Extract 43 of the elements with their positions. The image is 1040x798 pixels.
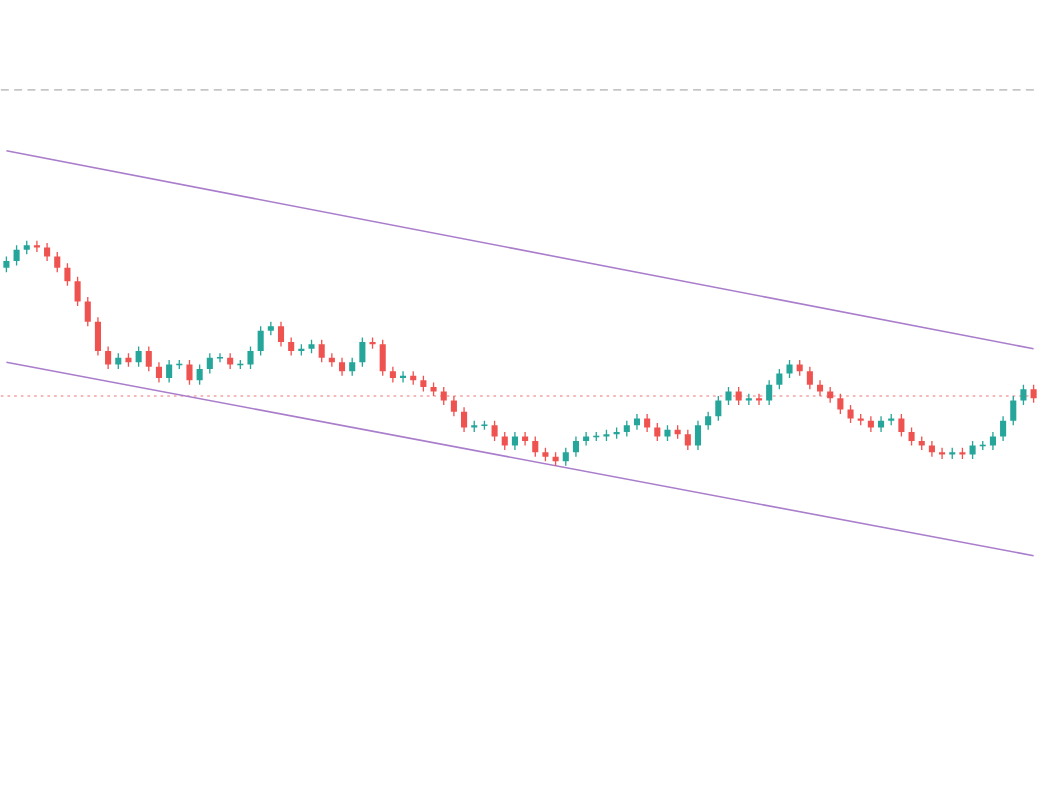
candlestick <box>694 419 702 451</box>
candlestick <box>54 250 61 273</box>
candlestick <box>155 361 163 383</box>
candlestick <box>898 412 905 437</box>
candlestick <box>196 363 203 386</box>
candlestick <box>206 352 213 374</box>
candlestick <box>766 379 773 406</box>
candlestick <box>135 345 142 368</box>
candlestick <box>1020 383 1027 406</box>
candlestick <box>440 385 447 406</box>
candlestick <box>532 435 539 458</box>
candlestick <box>806 365 813 390</box>
candlestick <box>84 295 91 327</box>
candlestick <box>216 352 224 363</box>
candlestick <box>725 385 732 406</box>
candlestick <box>684 428 691 451</box>
candlestick <box>44 241 51 262</box>
candlestick <box>461 406 468 433</box>
candlestick <box>94 316 101 356</box>
candlestick <box>969 439 976 460</box>
candlestick <box>105 345 112 370</box>
candlestick <box>145 345 152 372</box>
candlestick <box>715 394 722 422</box>
candlestick <box>247 345 254 370</box>
candlestick <box>277 320 285 347</box>
candlestick <box>705 410 712 431</box>
candlestick <box>1000 415 1007 442</box>
candlestick <box>1010 394 1017 426</box>
candlestick <box>318 338 325 363</box>
candlestick <box>74 275 81 307</box>
candlestick <box>837 392 844 415</box>
candlestick <box>186 358 193 386</box>
candlestick <box>64 262 71 287</box>
candlestick <box>450 394 457 417</box>
candlestick <box>166 358 173 383</box>
candlestick <box>13 244 20 266</box>
candlestick <box>735 385 742 406</box>
candlestick <box>776 367 783 390</box>
candlestick <box>491 419 498 442</box>
candlestick <box>257 325 264 356</box>
candlestick <box>572 435 579 458</box>
candlestick <box>379 338 386 377</box>
candlestick <box>359 336 366 368</box>
